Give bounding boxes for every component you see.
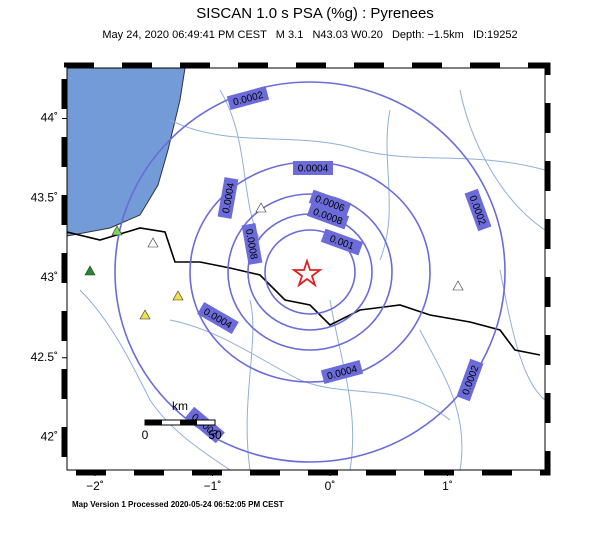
lat-tick-label: 42˚ bbox=[41, 430, 58, 444]
contour-label-box: 0.0008 bbox=[241, 223, 263, 265]
contour-label-box: 0.0004 bbox=[217, 177, 239, 219]
lat-tick-label: 43.5˚ bbox=[31, 190, 58, 204]
contour-label-bg bbox=[320, 360, 364, 384]
title: SISCAN 1.0 s PSA (%g) : Pyrenees bbox=[196, 5, 434, 22]
contour bbox=[114, 81, 506, 463]
border bbox=[67, 227, 541, 356]
lat-tick-label: 43˚ bbox=[41, 270, 58, 284]
contour-label: 0.0008 bbox=[243, 228, 259, 260]
contour-label-box: 0.0004 bbox=[293, 161, 333, 175]
footer: Map Version 1 Processed 2020-05-24 06:52… bbox=[72, 500, 284, 509]
contour-label-bg bbox=[320, 228, 364, 256]
contour-label-bg bbox=[306, 202, 350, 230]
lon-tick-label: −1˚ bbox=[204, 479, 222, 493]
contour-label-bg bbox=[197, 301, 239, 335]
contour-label-bg bbox=[456, 358, 484, 402]
scale-unit: km bbox=[172, 399, 188, 413]
contour-label-bg bbox=[241, 223, 263, 265]
epicenter bbox=[291, 258, 323, 288]
contour-label: 0.0004 bbox=[221, 182, 237, 214]
stations bbox=[84, 202, 464, 320]
contour-label-bg bbox=[226, 86, 270, 110]
frame-ticks bbox=[61, 62, 551, 476]
lat-tick-label: 44˚ bbox=[41, 111, 58, 125]
lon-tick-label: −2˚ bbox=[86, 479, 104, 493]
frame bbox=[66, 67, 546, 471]
rivers bbox=[79, 89, 545, 470]
scale-label: 50 bbox=[208, 428, 222, 442]
lon-tick-label: 1˚ bbox=[442, 479, 453, 493]
contour-label-bg bbox=[308, 189, 352, 217]
map-area: 0.00020.00020.00020.00020.00040.00040.00… bbox=[67, 68, 545, 470]
scale-bar bbox=[144, 419, 216, 426]
contour bbox=[264, 229, 356, 315]
lon-tick-label: 0˚ bbox=[325, 479, 336, 493]
contour-label-bg bbox=[217, 177, 239, 219]
ocean bbox=[67, 68, 186, 237]
contour-label-bg bbox=[293, 161, 333, 175]
contour bbox=[227, 193, 393, 351]
scale-label: 0 bbox=[142, 428, 149, 442]
contour-label-bg bbox=[464, 188, 492, 232]
lat-tick-label: 42.5˚ bbox=[31, 350, 58, 364]
subtitle: May 24, 2020 06:49:41 PM CEST M 3.1 N43.… bbox=[102, 29, 517, 41]
contour-label: 0.0004 bbox=[298, 164, 329, 175]
